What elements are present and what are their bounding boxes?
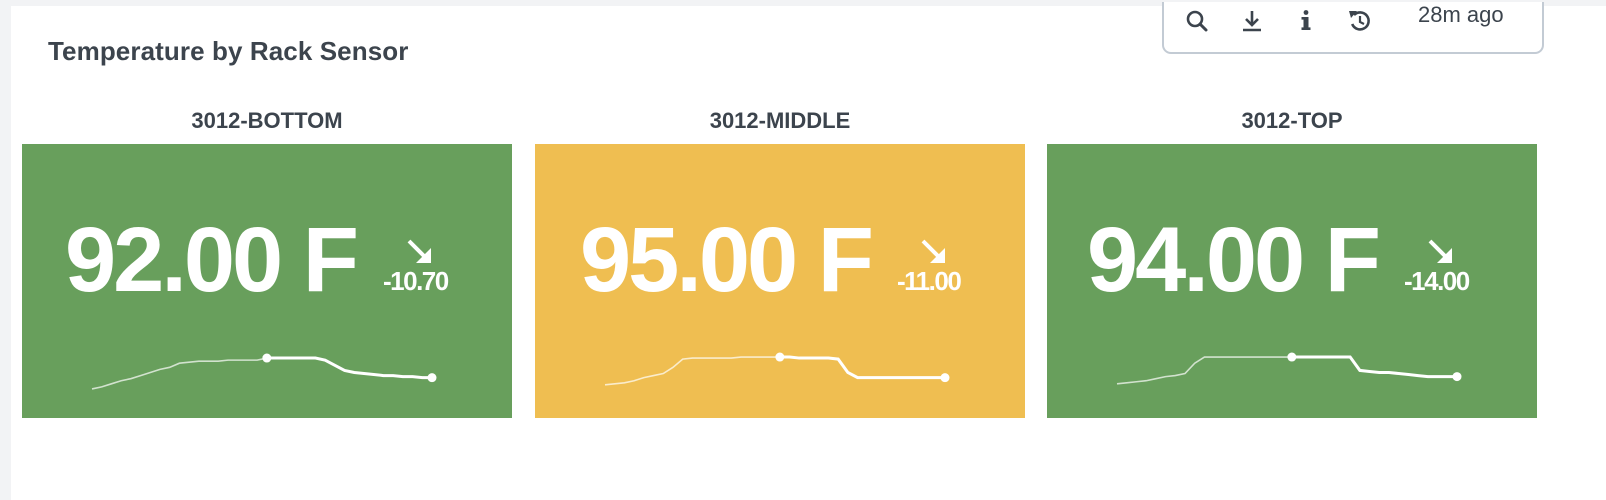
info-icon[interactable] <box>1291 6 1321 36</box>
sparkline <box>604 352 950 386</box>
tile-delta: -11.00 <box>897 266 962 296</box>
single-value-tile-bottom[interactable]: 92.00 F -10.70 <box>22 144 512 418</box>
trend-down-arrow-icon <box>1425 236 1455 266</box>
tile-label-middle: 3012-MIDDLE <box>709 108 851 133</box>
sparkline-latest-point <box>1452 372 1462 382</box>
sparkline <box>1116 352 1462 385</box>
sparkline-recent <box>266 356 432 380</box>
single-value-tile-top[interactable]: 94.00 F -14.00 <box>1047 144 1537 418</box>
search-icon[interactable] <box>1182 6 1212 36</box>
sparkline-compare-point <box>1287 352 1297 362</box>
sparkline-recent <box>1291 355 1457 379</box>
sparkline-latest-point <box>427 373 437 383</box>
sparkline-recent <box>779 355 945 380</box>
last-refreshed-time: 28m ago <box>1418 2 1504 27</box>
sparkline <box>91 353 437 390</box>
refresh-icon[interactable] <box>1345 6 1375 36</box>
tile-label-bottom: 3012-BOTTOM <box>191 108 343 133</box>
sparkline-compare-point <box>775 352 785 362</box>
tile-delta: -14.00 <box>1404 266 1470 296</box>
sparkline-history <box>604 356 780 386</box>
sparkline-latest-point <box>940 373 950 383</box>
single-value-tile-middle[interactable]: 95.00 F -11.00 <box>535 144 1025 418</box>
panel-toolbar: 28m ago <box>1162 2 1544 54</box>
sparkline-history <box>91 357 268 390</box>
trend-down-arrow-icon <box>404 236 434 266</box>
sparkline-compare-point <box>262 353 272 363</box>
tile-value: 95.00 F <box>580 209 874 311</box>
download-icon[interactable] <box>1237 6 1267 36</box>
tile-value: 94.00 F <box>1087 209 1381 311</box>
dashboard-panel: Temperature by Rack Sensor <box>11 2 1606 500</box>
trend-down-arrow-icon <box>918 236 948 266</box>
sparkline-history <box>1116 356 1292 385</box>
panel-title: Temperature by Rack Sensor <box>48 36 409 66</box>
tile-label-top: 3012-TOP <box>1241 108 1343 133</box>
tile-delta: -10.70 <box>383 266 449 296</box>
tile-value: 92.00 F <box>65 209 359 311</box>
